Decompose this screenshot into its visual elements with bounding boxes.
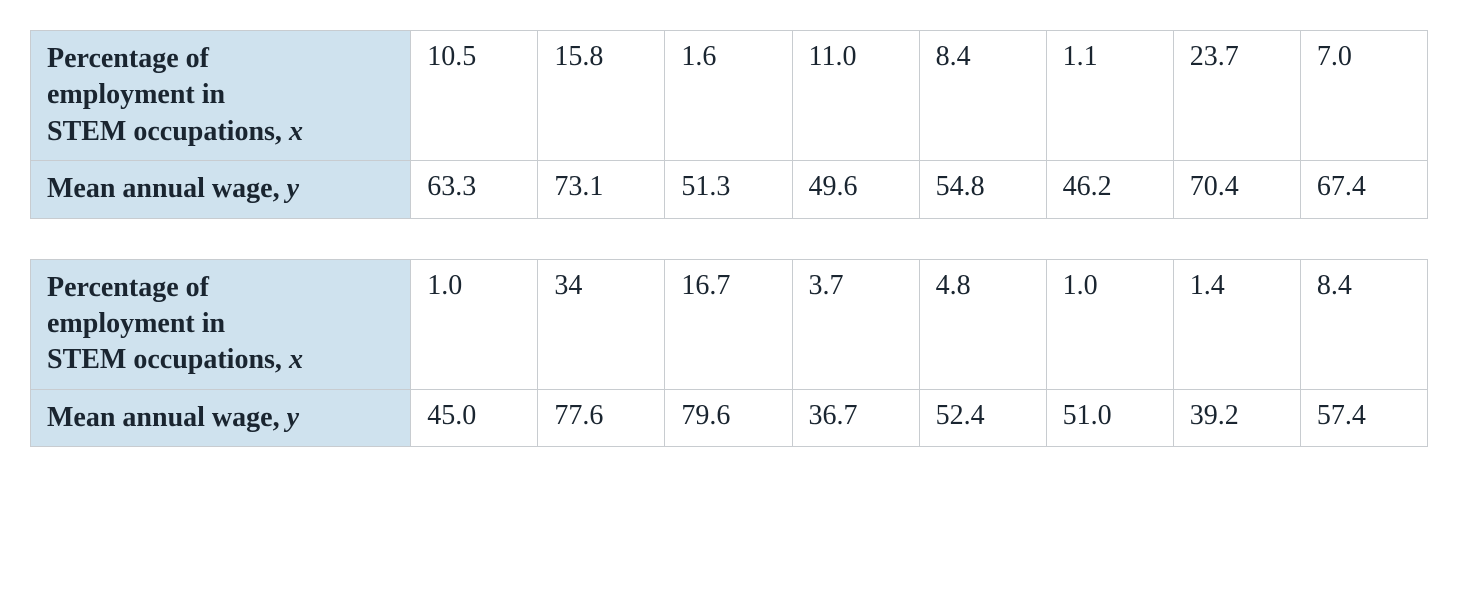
data-cell: 46.2 — [1046, 161, 1173, 218]
data-cell: 36.7 — [792, 389, 919, 446]
row-header-wage-y: Mean annual wage, y — [31, 389, 411, 446]
data-table-2: Percentage ofemployment inSTEM occupatio… — [30, 259, 1428, 448]
data-cell: 1.0 — [1046, 259, 1173, 389]
data-cell: 15.8 — [538, 31, 665, 161]
row-header-stem-x: Percentage ofemployment inSTEM occupatio… — [31, 259, 411, 389]
row-header-wage-y: Mean annual wage, y — [31, 161, 411, 218]
data-cell: 8.4 — [919, 31, 1046, 161]
row-header-stem-x: Percentage ofemployment inSTEM occupatio… — [31, 31, 411, 161]
data-cell: 4.8 — [919, 259, 1046, 389]
data-cell: 1.4 — [1173, 259, 1300, 389]
table-row: Percentage ofemployment inSTEM occupatio… — [31, 31, 1428, 161]
data-cell: 39.2 — [1173, 389, 1300, 446]
data-cell: 54.8 — [919, 161, 1046, 218]
data-cell: 23.7 — [1173, 31, 1300, 161]
data-cell: 77.6 — [538, 389, 665, 446]
data-cell: 67.4 — [1300, 161, 1427, 218]
data-cell: 73.1 — [538, 161, 665, 218]
data-cell: 34 — [538, 259, 665, 389]
data-cell: 63.3 — [411, 161, 538, 218]
data-cell: 3.7 — [792, 259, 919, 389]
data-cell: 51.0 — [1046, 389, 1173, 446]
data-cell: 10.5 — [411, 31, 538, 161]
table-1: Percentage ofemployment inSTEM occupatio… — [30, 30, 1428, 219]
data-cell: 79.6 — [665, 389, 792, 446]
data-cell: 52.4 — [919, 389, 1046, 446]
data-cell: 1.1 — [1046, 31, 1173, 161]
data-cell: 49.6 — [792, 161, 919, 218]
table-2: Percentage ofemployment inSTEM occupatio… — [30, 259, 1428, 448]
table-row: Mean annual wage, y 63.3 73.1 51.3 49.6 … — [31, 161, 1428, 218]
data-cell: 45.0 — [411, 389, 538, 446]
data-cell: 57.4 — [1300, 389, 1427, 446]
table-row: Percentage ofemployment inSTEM occupatio… — [31, 259, 1428, 389]
data-cell: 51.3 — [665, 161, 792, 218]
data-table-1: Percentage ofemployment inSTEM occupatio… — [30, 30, 1428, 219]
data-cell: 70.4 — [1173, 161, 1300, 218]
data-cell: 1.0 — [411, 259, 538, 389]
table-row: Mean annual wage, y 45.0 77.6 79.6 36.7 … — [31, 389, 1428, 446]
data-cell: 8.4 — [1300, 259, 1427, 389]
data-cell: 7.0 — [1300, 31, 1427, 161]
data-cell: 1.6 — [665, 31, 792, 161]
data-cell: 11.0 — [792, 31, 919, 161]
data-cell: 16.7 — [665, 259, 792, 389]
